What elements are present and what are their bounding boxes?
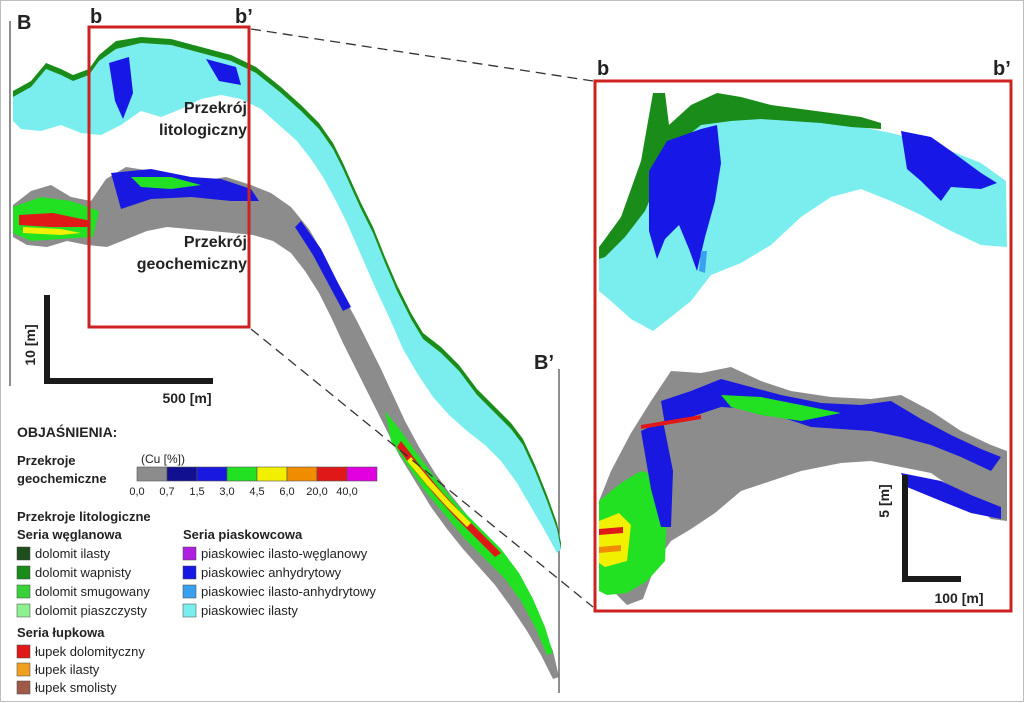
cu-scale-tick-label: 1,5 [189, 486, 204, 498]
legend-swatch [182, 546, 197, 561]
cu-scale-swatch [196, 466, 228, 482]
cu-scale-tick-label: 3,0 [219, 486, 234, 498]
litho-profile-cyan [13, 43, 561, 553]
carbonate-series-items: dolomit ilasty dolomit wapnisty dolomit sm… [16, 546, 150, 618]
shale-series-items: łupek dolomityczny łupek ilasty łupek smol… [16, 644, 145, 695]
sandstone-series-title: Seria piaskowcowa [183, 527, 303, 542]
legend-swatch [16, 644, 31, 659]
detail-start-label-main: b [90, 6, 102, 28]
legend-item-label: piaskowiec ilasto-anhydrytowy [201, 584, 376, 599]
detail-scale-horizontal-label: 100 [m] [934, 590, 983, 606]
geo-zone-left-yellow [23, 227, 81, 235]
detail-geo-left-blue [641, 421, 673, 527]
legend-swatch [16, 603, 31, 618]
cu-scale-tick-label: 20,0 [306, 486, 327, 498]
section-geo-label-line1: Przekrój [184, 234, 247, 251]
geo-zone-top-green [131, 177, 201, 189]
legend-swatch [16, 565, 31, 580]
section-litho-label-line1: Przekrój [184, 100, 247, 117]
connector-bottom [250, 328, 594, 608]
detail-end-label-main: b’ [235, 6, 253, 28]
legend-item-label: dolomit piaszczysty [35, 603, 147, 618]
legend-item-label: piaskowiec anhydrytowy [201, 565, 342, 580]
legend-swatch [16, 584, 31, 599]
detail-litho-blue-1 [649, 125, 721, 271]
legend-swatch [16, 680, 31, 695]
geo-zone-lower-red [397, 441, 501, 557]
legend-item-label: dolomit smugowany [35, 584, 150, 599]
cu-scale-swatch [136, 466, 168, 482]
main-scale-bar [44, 295, 213, 384]
detail-start-label: b [597, 58, 609, 80]
panel-left-label: B [17, 12, 31, 34]
legend-swatch [16, 662, 31, 677]
section-geo-label-line2: geochemiczny [137, 256, 247, 273]
panel-right-label: B’ [534, 352, 554, 374]
cu-scale-swatch [226, 466, 258, 482]
sandstone-series-items: piaskowiec ilasto-węglanowy piaskowiec an… [182, 546, 376, 618]
shale-series-title: Seria łupkowa [17, 625, 105, 640]
carbonate-series-title: Seria węglanowa [17, 527, 123, 542]
geo-zone-lower-yellow [407, 457, 471, 527]
detail-litho-green [599, 93, 881, 259]
litho-blue-streak-2 [206, 59, 241, 85]
cu-scale-swatch [346, 466, 378, 482]
legend-item-label: łupek dolomityczny [35, 644, 145, 659]
cu-scale-tick-label: 0,7 [159, 486, 174, 498]
main-scale-horizontal-label: 500 [m] [162, 390, 211, 406]
cu-scale-tick-label: 0,0 [129, 486, 144, 498]
legend-cu-label: (Cu [%]) [141, 452, 185, 466]
legend-title: OBJAŚNIENIA: [17, 423, 117, 440]
cu-color-scale: 0,0 0,7 1,5 3,0 4,5 6,0 20,0 40,0 [129, 466, 378, 498]
detail-end-label: b’ [993, 58, 1011, 80]
detail-scale-vertical-label: 5 [m] [876, 484, 892, 517]
detail-geo-red-seam [641, 415, 701, 429]
cu-scale-tick-label: 40,0 [336, 486, 357, 498]
legend-item-label: dolomit wapnisty [35, 565, 132, 580]
connector-top [250, 28, 594, 82]
legend-geochem-label-line1: Przekroje [17, 453, 76, 468]
legend-item-label: dolomit ilasty [35, 546, 111, 561]
detail-geo-left-yellow [599, 513, 631, 567]
detail-geo-green-top [721, 395, 841, 421]
legend-swatch [182, 584, 197, 599]
legend-swatch [182, 603, 197, 618]
legend-geochem-label-line2: geochemiczne [17, 471, 107, 486]
cu-scale-swatch [286, 466, 318, 482]
detail-geo-left-orange [599, 545, 621, 553]
legend-item-label: łupek ilasty [35, 662, 100, 677]
cu-scale-swatch [256, 466, 288, 482]
litho-blue-streak-1 [109, 57, 133, 119]
legend-swatch [182, 565, 197, 580]
legend-item-label: łupek smolisty [35, 680, 117, 695]
cu-scale-swatch [316, 466, 348, 482]
cu-scale-tick-label: 4,5 [249, 486, 264, 498]
detail-selection-frame [87, 25, 251, 329]
main-scale-vertical-label: 10 [m] [22, 324, 38, 365]
legend-item-label: piaskowiec ilasto-węglanowy [201, 546, 368, 561]
cu-scale-tick-label: 6,0 [279, 486, 294, 498]
geo-zone-left-red [19, 213, 91, 227]
legend: OBJAŚNIENIA: Przekroje geochemiczne (Cu … [16, 423, 378, 695]
detail-litho-lightblue [699, 251, 707, 273]
detail-geo-left-red [599, 527, 623, 535]
legend-item-label: piaskowiec ilasty [201, 603, 298, 618]
detail-geo-blue-lower [901, 473, 1001, 519]
legend-swatch [16, 546, 31, 561]
cu-scale-swatch [166, 466, 198, 482]
legend-litho-label: Przekroje litologiczne [17, 509, 151, 524]
section-litho-label-line2: litologiczny [159, 122, 247, 139]
detail-panel: b b’ 5 [m] 100 [m] [593, 58, 1013, 613]
geo-zone-mid-blue [295, 221, 351, 311]
detail-scale-bar [902, 475, 961, 582]
detail-litho-blue-2 [901, 131, 997, 201]
